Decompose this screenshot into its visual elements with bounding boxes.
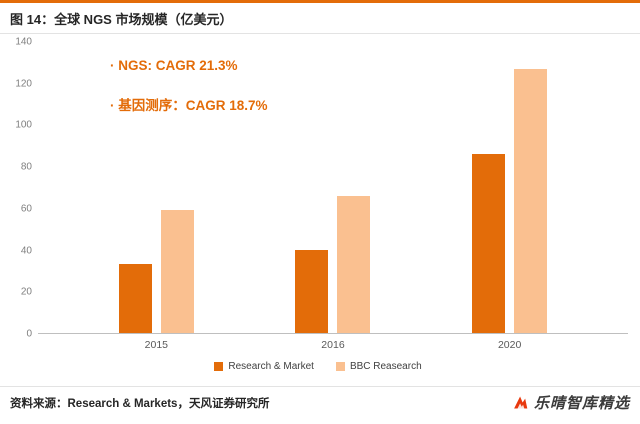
legend-item: BBC Reasearch [335,361,422,372]
leqing-logo-icon [512,394,529,411]
bar-bbc-reasearch-2020 [514,69,548,333]
y-tick-label: 20 [20,286,32,298]
x-axis-label: 2020 [497,339,522,351]
bar-research-market-2016 [295,249,329,333]
y-axis: 0 20 40 60 80 100 120 140 [8,37,38,340]
y-tick-label: 120 [15,78,32,90]
plot-area: · NGS: CAGR 21.3% · 基因测序：CAGR 18.7% 2015… [38,42,628,351]
legend: Research & Market BBC Reasearch [8,361,628,372]
bar-group-2015: 2015 [118,42,194,351]
legend-label: Research & Market [228,361,314,372]
source-text: 资料来源：Research & Markets，天风证券研究所 [10,397,270,410]
y-tick-label: 80 [20,161,32,173]
bar-group-2016: 2016 [295,42,371,351]
accent-top-border [0,0,640,3]
footer: 资料来源：Research & Markets，天风证券研究所 乐晴智库精选 [0,386,640,424]
chart: 0 20 40 60 80 100 120 140 · NGS: CAGR 21.3% · 基… [0,34,640,372]
bar-research-market-2020 [472,154,506,333]
watermark: 乐晴智库精选 [512,392,630,413]
legend-swatch [335,362,345,371]
y-tick-label: 40 [20,245,32,257]
figure-title: 图 14：全球 NGS 市场规模（亿美元） [0,3,640,34]
x-axis-label: 2016 [321,339,345,351]
bar-bbc-reasearch-2016 [337,195,371,333]
annotation-ngs-cagr: · NGS: CAGR 21.3% [110,58,238,73]
y-tick-label: 100 [15,119,32,131]
bar-group-2020: 2020 [472,42,548,351]
x-axis-label: 2015 [144,339,169,351]
bar-research-market-2015 [118,264,152,333]
legend-label: BBC Reasearch [349,361,422,372]
y-tick-label: 60 [20,203,32,215]
y-tick-label: 0 [26,328,32,340]
legend-item: Research & Market [214,361,314,372]
bar-bbc-reasearch-2015 [160,210,194,333]
annotation-gene-cagr: · 基因测序：CAGR 18.7% [110,98,268,113]
watermark-text: 乐晴智库精选 [533,394,630,412]
y-tick-label: 140 [15,36,32,48]
bar-groups: 2015 2016 2020 [38,42,628,351]
legend-swatch [214,362,224,371]
